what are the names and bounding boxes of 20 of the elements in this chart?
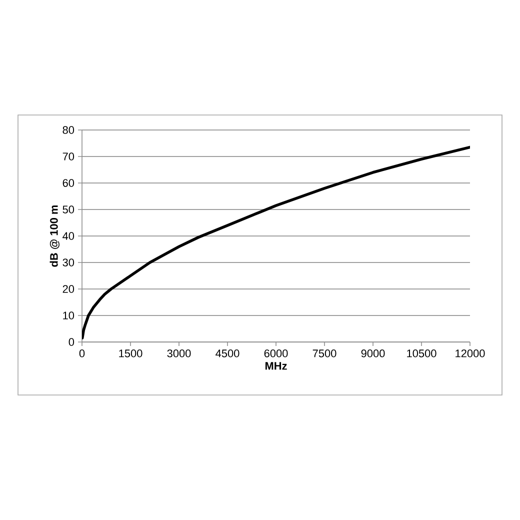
y-tick-label: 20 — [62, 285, 74, 293]
y-tick-label: 0 — [68, 338, 74, 346]
x-tick-label: 1500 — [119, 350, 142, 358]
x-tick-label: 0 — [79, 350, 85, 358]
y-tick-label: 80 — [62, 126, 74, 134]
y-tick-label: 40 — [62, 232, 74, 240]
x-tick-label: 9000 — [361, 350, 385, 358]
x-tick-label: 12000 — [456, 350, 485, 358]
y-tick-label: 60 — [62, 179, 74, 187]
y-tick-label: 50 — [62, 206, 74, 214]
x-tick-label: 4500 — [216, 350, 240, 358]
x-tick-label: 7500 — [312, 350, 336, 358]
x-tick-label: 3000 — [167, 350, 191, 358]
x-tick-label: 10500 — [407, 350, 436, 358]
y-tick-label: 30 — [62, 258, 74, 266]
y-axis-title: dB @ 100 m — [50, 205, 60, 267]
y-tick-label: 70 — [62, 152, 74, 160]
y-tick-label: 10 — [63, 312, 74, 320]
x-tick-label: 6000 — [264, 350, 288, 358]
x-axis-title: MHz — [265, 362, 287, 370]
